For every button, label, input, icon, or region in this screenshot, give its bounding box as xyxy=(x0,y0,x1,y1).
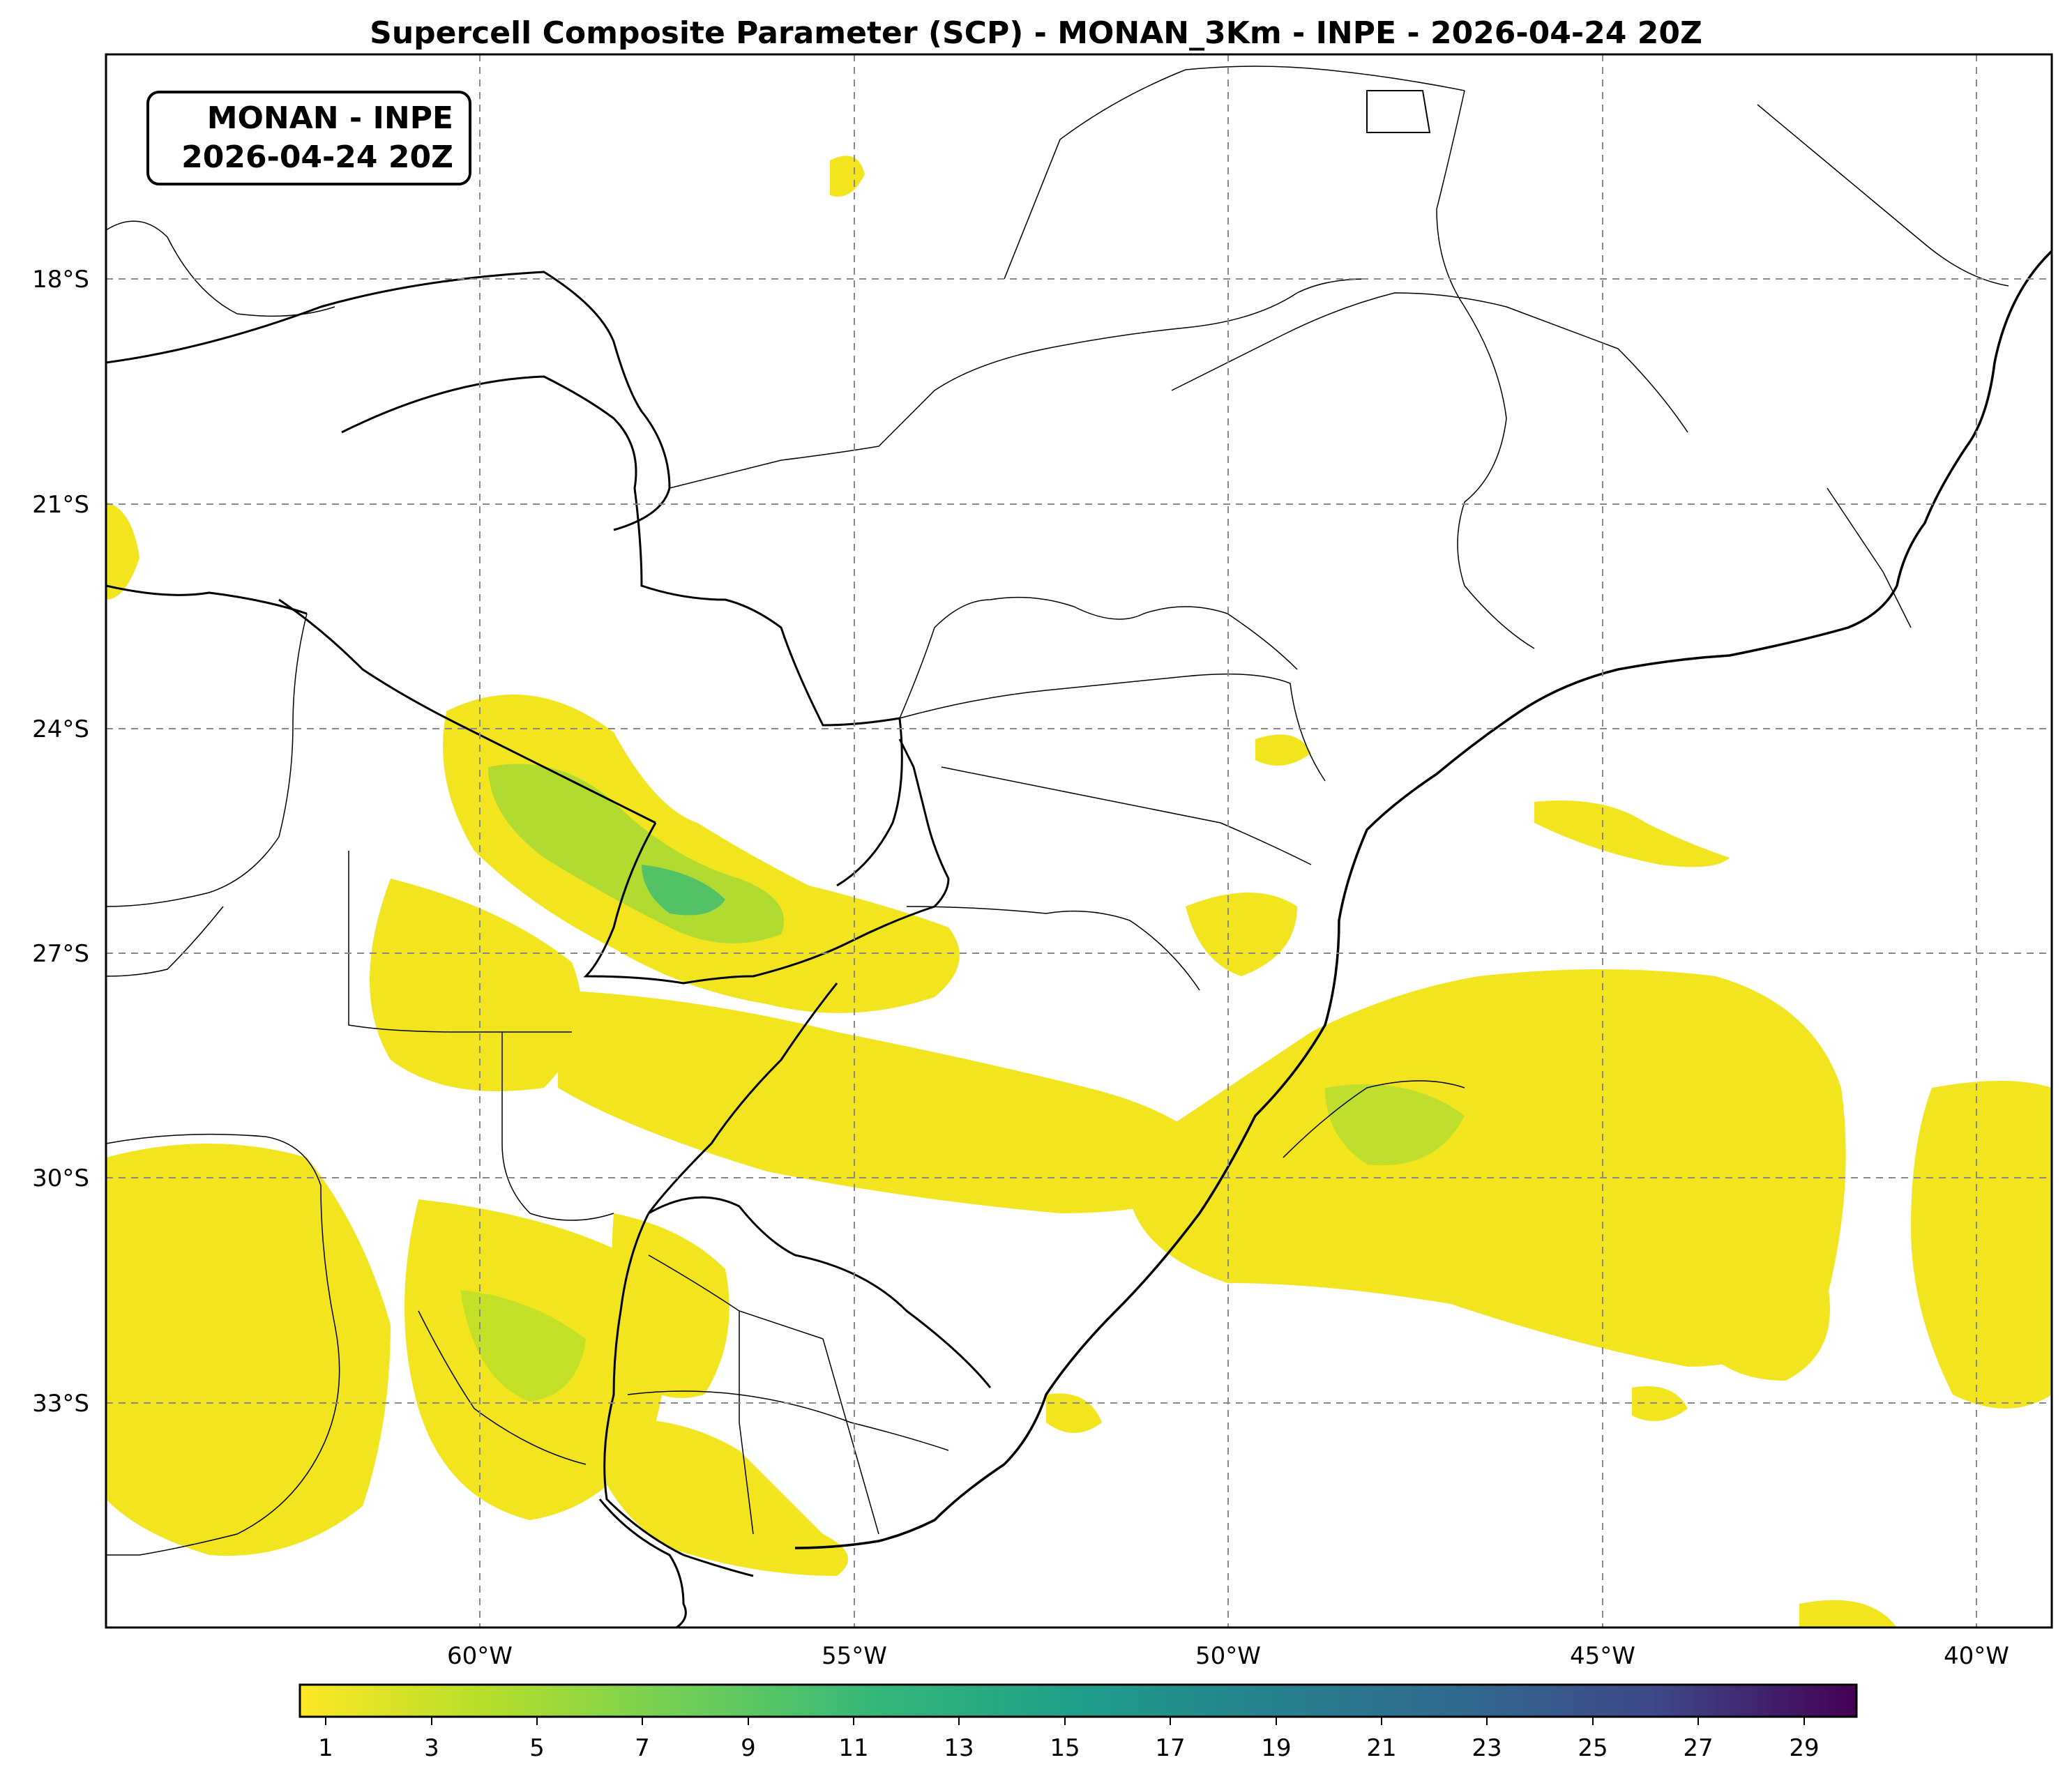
borders xyxy=(106,66,2052,1628)
lat-tick-label: 24°S xyxy=(32,715,89,743)
coastline xyxy=(794,250,2052,1549)
state-border-9 xyxy=(1757,104,2009,287)
lon-tick-label: 40°W xyxy=(1944,1642,2009,1670)
state-border-6 xyxy=(1171,292,1688,433)
state-border-1 xyxy=(899,673,1326,782)
scp-region-atlantic-southeast xyxy=(1688,1252,1830,1381)
colorbar-tick-label: 1 xyxy=(318,1734,333,1762)
lat-tick-label: 33°S xyxy=(32,1390,89,1418)
scp-region-core-teal xyxy=(642,865,725,916)
colorbar-tick-label: 9 xyxy=(741,1734,756,1762)
colorbar-tick-label: 13 xyxy=(944,1734,974,1762)
bolivia-internal xyxy=(106,220,335,317)
argentina-province-1 xyxy=(106,613,308,907)
scp-region-sc-coast xyxy=(1186,893,1297,976)
rio-de-la-plata xyxy=(598,1499,687,1628)
map-title: Supercell Composite Parameter (SCP) - MO… xyxy=(370,15,1702,51)
scp-field xyxy=(106,155,2052,1628)
uruguay-river-border xyxy=(647,982,838,1214)
lon-tick-label: 50°W xyxy=(1195,1642,1261,1670)
scp-region-rs-west xyxy=(558,990,1227,1213)
paraguay-border xyxy=(341,375,903,887)
colorbar-tick-labels: 1 3 5 7 9 11 13 15 17 19 21 23 25 27 29 xyxy=(318,1734,1819,1762)
colorbar-tick-label: 23 xyxy=(1472,1734,1502,1762)
colorbar-tick-label: 17 xyxy=(1155,1734,1185,1762)
info-box-line1: MONAN - INPE xyxy=(206,100,453,136)
uruguay-department-4 xyxy=(822,1338,879,1535)
scp-region-south-small-3 xyxy=(1799,1600,1897,1628)
colorbar-tick-label: 5 xyxy=(529,1734,545,1762)
lon-tick-labels: 60°W 55°W 50°W 45°W 40°W xyxy=(447,1642,2009,1670)
uruguay-department-3 xyxy=(739,1310,754,1535)
scp-region-paraguay-misiones xyxy=(443,695,960,1013)
bolivia-brazil-border xyxy=(106,271,671,531)
state-border-5 xyxy=(669,278,1368,489)
state-border-7 xyxy=(1004,66,1465,280)
colorbar-tick-label: 19 xyxy=(1261,1734,1291,1762)
argentina-brazil-border xyxy=(583,738,950,985)
state-border-3 xyxy=(941,766,1312,865)
map-frame xyxy=(105,53,2053,1629)
colorbar-tick-label: 11 xyxy=(838,1734,868,1762)
colorbar-tick-label: 29 xyxy=(1789,1734,1819,1762)
scp-region-south-small-2 xyxy=(1632,1386,1688,1421)
scp-region-north-small-2 xyxy=(106,502,139,600)
argentina-province-3 xyxy=(106,1133,340,1556)
colorbar-tick-label: 3 xyxy=(424,1734,439,1762)
state-border-4 xyxy=(899,596,1298,719)
scp-region-east-edge xyxy=(1911,1081,2052,1409)
lon-tick-label: 60°W xyxy=(447,1642,513,1670)
state-border-2 xyxy=(906,906,1200,991)
state-border-11 xyxy=(1283,1080,1465,1158)
info-box-line2: 2026-04-24 20Z xyxy=(181,139,453,175)
uruguay-department-2 xyxy=(627,1390,949,1451)
state-border-8 xyxy=(1436,90,1535,649)
bolivia-paraguay-border xyxy=(106,584,308,615)
scp-region-uruguay-north xyxy=(612,1213,729,1398)
colorbar-gradient xyxy=(298,1683,1858,1718)
argentina-paraguay-border xyxy=(278,598,656,824)
lon-tick-label: 55°W xyxy=(822,1642,887,1670)
argentina-province-5 xyxy=(418,1310,587,1465)
state-border-10 xyxy=(1827,487,1912,628)
colorbar-tick-label: 27 xyxy=(1683,1734,1713,1762)
colorbar-tick-label: 21 xyxy=(1366,1734,1396,1762)
uruguay-department-1 xyxy=(648,1254,824,1340)
lat-tick-labels: 18°S 21°S 24°S 27°S 30°S 33°S xyxy=(32,266,89,1418)
scp-region-atlantic-core xyxy=(1325,1084,1465,1166)
colorbar-tick-label: 15 xyxy=(1050,1734,1080,1762)
scp-region-sp-small xyxy=(1255,734,1311,766)
colorbar-tick-label: 7 xyxy=(635,1734,650,1762)
lat-tick-label: 18°S xyxy=(32,266,89,294)
colorbar-ticks xyxy=(325,1717,1805,1725)
chile-border xyxy=(106,906,224,977)
lat-tick-label: 27°S xyxy=(32,940,89,968)
map-area xyxy=(106,54,2052,1628)
argentina-province-2 xyxy=(348,851,572,1033)
scp-region-entre-rios-green xyxy=(460,1290,586,1402)
lat-tick-label: 30°S xyxy=(32,1164,89,1192)
lake-shape xyxy=(1366,90,1431,133)
scp-region-se-small xyxy=(1534,801,1730,867)
brazil-uruguay-border xyxy=(648,1196,992,1388)
info-box: MONAN - INPE 2026-04-24 20Z xyxy=(146,91,471,185)
scp-region-north-small-1 xyxy=(830,155,865,197)
scp-region-uruguay-south xyxy=(586,1419,848,1576)
scp-region-atlantic-main xyxy=(1130,969,1846,1367)
argentina-province-4 xyxy=(501,1032,614,1221)
gridlines xyxy=(106,54,2052,1628)
uruguay-argentina-border xyxy=(603,1213,754,1577)
colorbar: 1 3 5 7 9 11 13 15 17 19 21 23 25 27 29 xyxy=(298,1683,1858,1762)
lat-tick-label: 21°S xyxy=(32,491,89,519)
lon-tick-label: 45°W xyxy=(1570,1642,1635,1670)
scp-region-argentina-north xyxy=(370,879,582,1091)
colorbar-tick-label: 25 xyxy=(1578,1734,1608,1762)
